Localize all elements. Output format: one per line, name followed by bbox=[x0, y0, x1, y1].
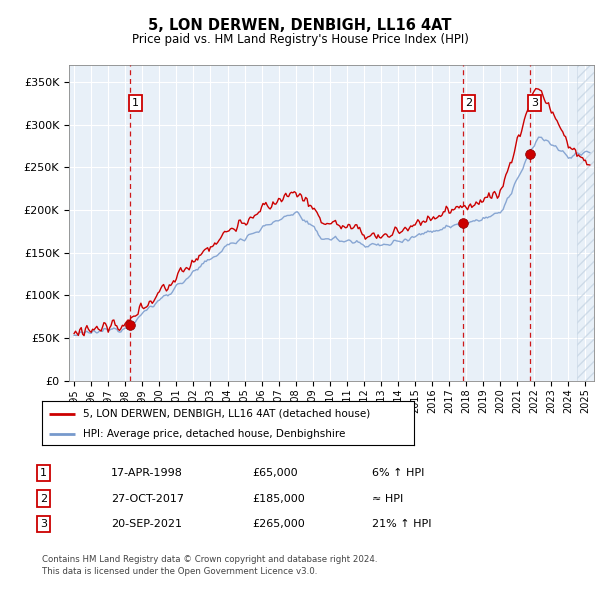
Text: 5, LON DERWEN, DENBIGH, LL16 4AT: 5, LON DERWEN, DENBIGH, LL16 4AT bbox=[148, 18, 452, 34]
Text: 5, LON DERWEN, DENBIGH, LL16 4AT (detached house): 5, LON DERWEN, DENBIGH, LL16 4AT (detach… bbox=[83, 409, 370, 418]
Text: ≈ HPI: ≈ HPI bbox=[372, 494, 403, 503]
Text: £265,000: £265,000 bbox=[252, 519, 305, 529]
Text: Price paid vs. HM Land Registry's House Price Index (HPI): Price paid vs. HM Land Registry's House … bbox=[131, 33, 469, 46]
Text: £185,000: £185,000 bbox=[252, 494, 305, 503]
Text: 2: 2 bbox=[464, 98, 472, 108]
Text: 27-OCT-2017: 27-OCT-2017 bbox=[111, 494, 184, 503]
Text: Contains HM Land Registry data © Crown copyright and database right 2024.: Contains HM Land Registry data © Crown c… bbox=[42, 555, 377, 564]
Text: This data is licensed under the Open Government Licence v3.0.: This data is licensed under the Open Gov… bbox=[42, 566, 317, 576]
Text: 20-SEP-2021: 20-SEP-2021 bbox=[111, 519, 182, 529]
Text: 3: 3 bbox=[531, 98, 538, 108]
Text: HPI: Average price, detached house, Denbighshire: HPI: Average price, detached house, Denb… bbox=[83, 430, 345, 440]
Text: 6% ↑ HPI: 6% ↑ HPI bbox=[372, 468, 424, 478]
Text: 17-APR-1998: 17-APR-1998 bbox=[111, 468, 183, 478]
Text: £65,000: £65,000 bbox=[252, 468, 298, 478]
Text: 1: 1 bbox=[132, 98, 139, 108]
Text: 21% ↑ HPI: 21% ↑ HPI bbox=[372, 519, 431, 529]
Text: 1: 1 bbox=[40, 468, 47, 478]
Text: 3: 3 bbox=[40, 519, 47, 529]
Text: 2: 2 bbox=[40, 494, 47, 503]
